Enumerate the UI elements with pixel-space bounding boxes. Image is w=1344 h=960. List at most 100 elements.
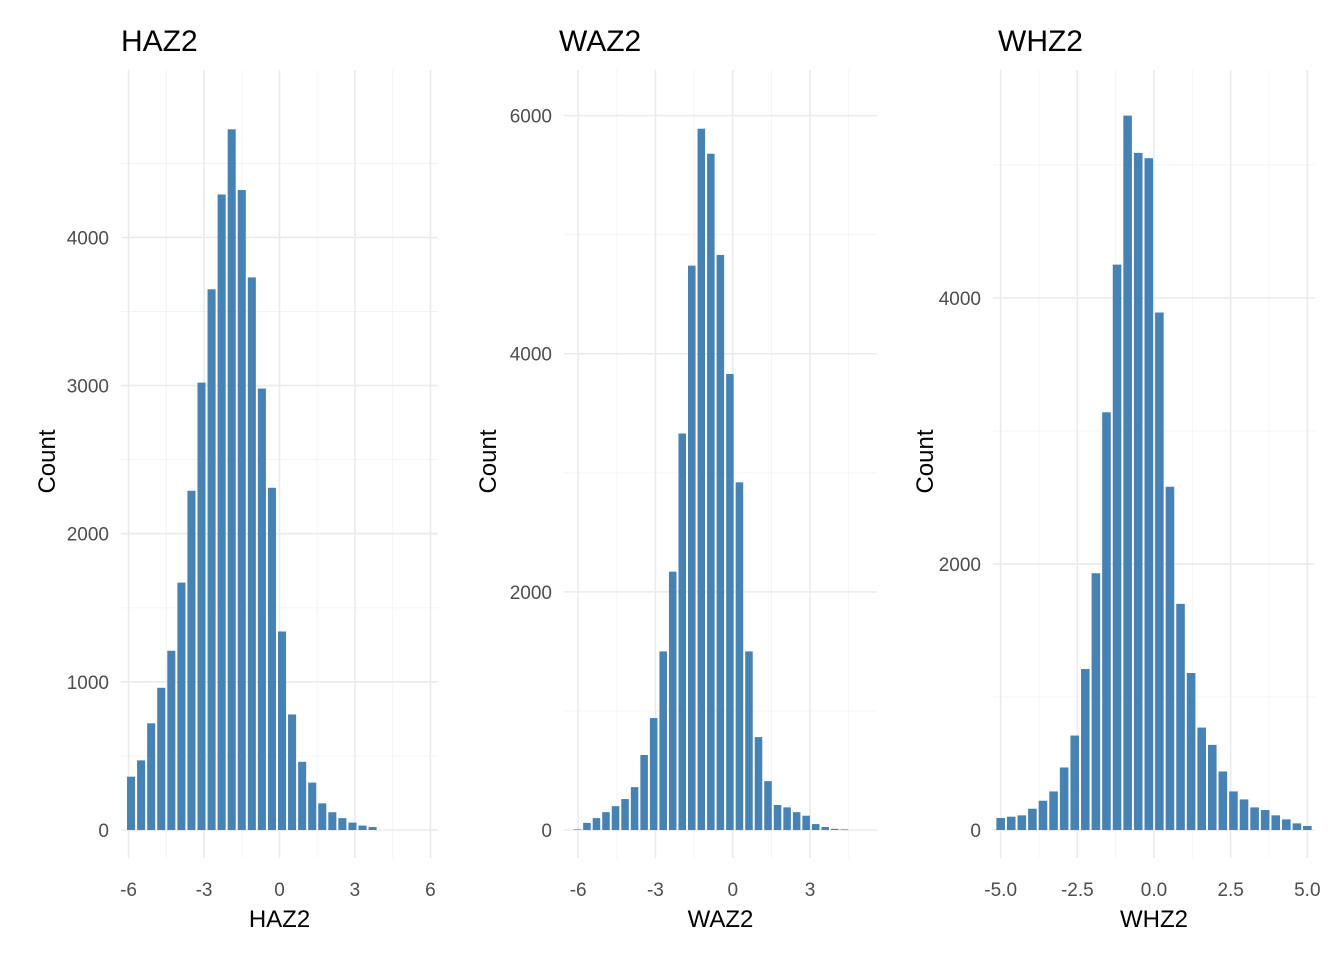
histogram-bar [821, 827, 829, 830]
x-axis-title: WHZ2 [1120, 906, 1188, 933]
y-tick-label: 4000 [939, 289, 981, 310]
histogram-bar [1250, 807, 1259, 830]
panel-title: WAZ2 [559, 25, 641, 58]
histogram-bar [227, 129, 236, 830]
histogram-bar [583, 822, 591, 830]
histogram-bar [1155, 312, 1164, 830]
histogram-bar [773, 804, 782, 830]
histogram-bar [177, 582, 186, 830]
histogram-bar [840, 829, 849, 830]
y-tick-label: 2000 [510, 583, 552, 604]
histogram-bar [621, 799, 629, 830]
histogram-bar [830, 828, 839, 830]
y-axis-title: Count [912, 429, 939, 493]
histogram-bar [1070, 735, 1080, 830]
y-tick-label: 3000 [67, 377, 109, 398]
histogram-bar [1292, 823, 1302, 830]
histogram-bar [1218, 771, 1228, 830]
histogram-bar [688, 265, 696, 830]
histogram-bar [1091, 573, 1101, 830]
x-tick-label: 3 [805, 880, 816, 901]
histogram-bar [802, 815, 810, 830]
histogram-bar [288, 714, 297, 830]
y-tick-label: 0 [970, 821, 981, 842]
y-tick-label: 6000 [510, 107, 552, 128]
histogram-bar [1303, 826, 1312, 830]
panel-title: HAZ2 [121, 25, 198, 58]
y-axis-title: Count [475, 429, 502, 493]
histogram-bar [328, 812, 337, 830]
histogram-bar [1028, 808, 1037, 830]
y-tick-label: 1000 [67, 673, 109, 694]
histogram-bar [298, 761, 307, 830]
histogram-bar [1006, 816, 1016, 830]
histogram-bar [1123, 115, 1132, 830]
x-tick-label: 0.0 [1141, 880, 1167, 901]
y-tick-label: 4000 [510, 345, 552, 366]
y-tick-label: 0 [541, 821, 552, 842]
histogram-bar [318, 803, 327, 830]
histogram-bar [1165, 486, 1175, 830]
histogram-bar [277, 631, 287, 830]
x-tick-label: 6 [425, 880, 436, 901]
histogram-bar [640, 754, 648, 830]
histogram-bar [1144, 158, 1154, 830]
histogram-bar [611, 806, 620, 830]
histogram-bar [1282, 819, 1291, 830]
histogram-bar [726, 373, 734, 830]
histogram-bar [1239, 799, 1249, 830]
histogram-bar [368, 827, 377, 830]
whz2-panel: 0 2000 4000 -5.0 -2.5 0.0 2.5 5.0 WHZ2 WHZ2 Count [912, 25, 1321, 933]
histogram-bar [257, 388, 266, 830]
histogram-bar [792, 812, 801, 830]
histogram-bar [1081, 669, 1090, 830]
x-tick-label: -5.0 [984, 880, 1017, 901]
histogram-bar [592, 818, 601, 830]
x-tick-label: 0 [274, 880, 285, 901]
y-tick-label: 2000 [939, 555, 981, 576]
y-tick-label: 0 [98, 821, 109, 842]
histogram-bar [1038, 800, 1048, 830]
x-tick-label: -2.5 [1061, 880, 1094, 901]
histogram-bar [1112, 264, 1122, 830]
x-tick-label: 2.5 [1217, 880, 1243, 901]
histogram-bar [735, 482, 744, 830]
histogram-bar [1197, 727, 1206, 830]
histogram-bar [668, 571, 677, 830]
histogram-bar [764, 781, 772, 830]
histogram-bar [237, 190, 246, 830]
histogram-bar [308, 782, 317, 830]
haz2-panel: 0 1000 2000 3000 4000 -6 -3 0 3 6 HAZ2 HAZ2 Count [34, 25, 438, 933]
y-axis-title: Count [34, 429, 61, 493]
histogram-bar [1229, 791, 1238, 830]
histogram-bar [1102, 412, 1111, 830]
histogram-bar [1017, 815, 1027, 830]
x-axis-title: WAZ2 [688, 906, 754, 933]
histogram-bar [707, 153, 715, 830]
histogram-bar [716, 254, 725, 831]
x-tick-label: -6 [570, 880, 587, 901]
x-tick-label: -6 [120, 880, 137, 901]
histogram-bar [1059, 767, 1069, 830]
histogram-bar [137, 760, 146, 830]
histogram-bar [783, 807, 791, 830]
x-tick-label: 3 [350, 880, 361, 901]
histogram-bar [996, 818, 1005, 830]
histogram-bar [1049, 791, 1058, 830]
histogram-bar [157, 687, 166, 830]
x-tick-label: 5.0 [1294, 880, 1320, 901]
histogram-bar [338, 818, 347, 830]
histogram-bar [1207, 744, 1217, 830]
x-tick-label: -3 [647, 880, 664, 901]
histogram-bar [1186, 673, 1196, 830]
histogram-bar [1133, 152, 1143, 830]
histogram-bar [127, 776, 136, 830]
histogram-bar [187, 490, 196, 830]
histogram-bar [811, 824, 820, 830]
y-tick-label: 4000 [67, 228, 109, 249]
histogram-bar [745, 651, 753, 830]
histogram-bar [754, 737, 763, 830]
histogram-bar [659, 651, 667, 830]
histogram-bar [630, 787, 639, 830]
